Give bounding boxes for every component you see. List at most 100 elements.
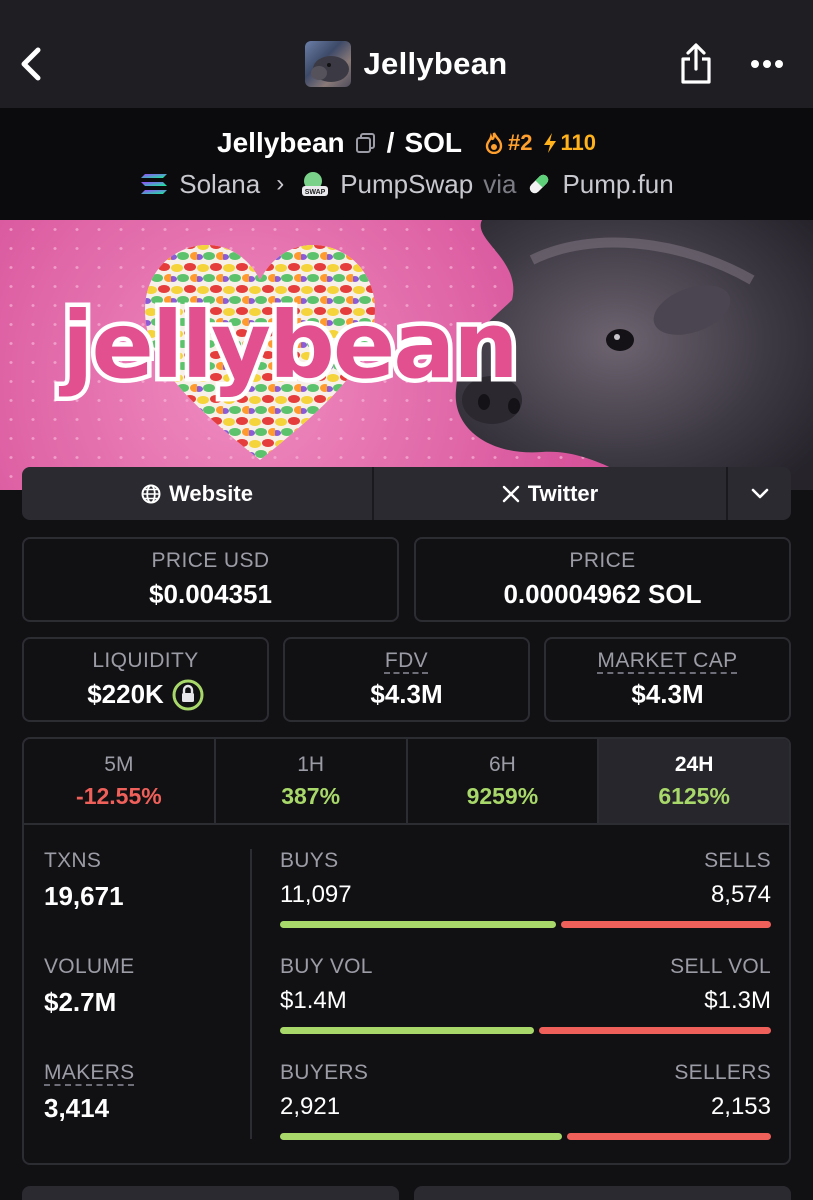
- share-icon: [681, 43, 711, 84]
- website-label: Website: [169, 480, 253, 506]
- change-6h: 9259%: [466, 782, 539, 809]
- fdv-card[interactable]: FDV $4.3M: [283, 637, 530, 722]
- pair-breadcrumb: Solana › SWAP PumpSwap via Pump.fun: [0, 166, 813, 202]
- liquidity-card: LIQUIDITY $220K: [22, 637, 269, 722]
- website-button[interactable]: Website: [22, 467, 374, 520]
- sells-value: 8,574: [710, 881, 771, 908]
- fdv-label: FDV: [384, 649, 429, 672]
- change-24h: 6125%: [658, 782, 730, 809]
- liquidity-value: $220K: [87, 679, 164, 709]
- token-avatar: [305, 41, 352, 87]
- pair-separator: /: [386, 127, 395, 158]
- buys-sells-ratio-bar: [280, 921, 771, 928]
- lock-icon[interactable]: [172, 679, 204, 711]
- boost-badge[interactable]: 110: [542, 130, 596, 156]
- timeframe-tabs: 5M -12.55% 1H 387% 6H 9259% 24H 6125%: [24, 739, 789, 825]
- more-links-button[interactable]: [728, 467, 791, 520]
- buy-vol-bar: [280, 1027, 534, 1034]
- tab-1h[interactable]: 1H 387%: [216, 739, 408, 823]
- solana-icon: [141, 174, 168, 194]
- price-native-label: PRICE: [569, 549, 636, 572]
- via-label: via: [483, 168, 517, 199]
- next-card-right: [414, 1186, 791, 1200]
- txns-stat: TXNS 19,671: [44, 849, 124, 912]
- chevron-left-icon: [21, 47, 41, 81]
- fdv-value: $4.3M: [370, 679, 443, 709]
- volume-stat: VOLUME $2.7M: [44, 955, 135, 1018]
- sellers-value: 2,153: [710, 1093, 771, 1120]
- stats-divider: [250, 849, 252, 1139]
- buyers-sellers-ratio-bar: [280, 1133, 771, 1140]
- top-bar: [0, 0, 813, 108]
- buyers-sellers-stat: BUYERS SELLERS 2,921 2,153: [280, 1061, 771, 1140]
- price-native-card: PRICE 0.00004962 SOL: [414, 537, 791, 622]
- pill-icon: [530, 174, 549, 194]
- buys-value: 11,097: [280, 881, 352, 908]
- chevron-down-icon: [751, 488, 768, 498]
- change-5m: -12.55%: [76, 782, 162, 809]
- market-cap-label: MARKET CAP: [597, 649, 738, 672]
- banner-wordmark: jellybean: [58, 288, 524, 404]
- chain-link[interactable]: Solana: [179, 168, 261, 199]
- price-usd-card: PRICE USD $0.004351: [22, 537, 399, 622]
- sell-vol-label: SELL VOL: [670, 955, 771, 978]
- twitter-label: Twitter: [527, 480, 599, 506]
- tab-6h[interactable]: 6H 9259%: [408, 739, 600, 823]
- makers-stat[interactable]: MAKERS 3,414: [44, 1061, 135, 1124]
- hippo-photo: [455, 220, 813, 490]
- sell-vol-value: $1.3M: [704, 987, 771, 1014]
- token-header: Jellybean: [0, 40, 813, 88]
- more-options-button[interactable]: [744, 44, 790, 84]
- quote-token-name: SOL: [404, 127, 462, 158]
- sellers-label: SELLERS: [674, 1061, 771, 1084]
- base-token-name: Jellybean: [217, 127, 345, 158]
- stats-panel: 5M -12.55% 1H 387% 6H 9259% 24H 6125% TX…: [22, 737, 791, 1165]
- twitter-button[interactable]: Twitter: [374, 467, 728, 520]
- tab-5m[interactable]: 5M -12.55%: [24, 739, 216, 823]
- share-button[interactable]: [676, 40, 716, 88]
- price-native-value: 0.00004962 SOL: [503, 579, 702, 609]
- more-horizontal-icon: [751, 60, 783, 68]
- buyers-value: 2,921: [280, 1093, 341, 1120]
- buyers-label: BUYERS: [280, 1061, 369, 1084]
- copy-icon[interactable]: [355, 132, 377, 154]
- chevron-right-icon: ›: [276, 170, 285, 197]
- tab-24h[interactable]: 24H 6125%: [599, 739, 789, 823]
- buys-sells-stat: BUYS SELLS 11,097 8,574: [280, 849, 771, 928]
- makers-label: MAKERS: [44, 1061, 135, 1084]
- jellybean-heart-graphic: [145, 245, 375, 460]
- buy-vol-value: $1.4M: [280, 987, 347, 1014]
- page-title: Jellybean: [363, 46, 508, 81]
- flame-icon: [485, 132, 503, 154]
- trending-rank-badge[interactable]: #2: [484, 130, 532, 156]
- pumpswap-icon: SWAP: [302, 172, 329, 196]
- social-links-bar: Website Twitter: [22, 467, 791, 520]
- next-card-left: [22, 1186, 399, 1200]
- back-button[interactable]: [18, 40, 58, 88]
- buys-bar: [280, 921, 556, 928]
- sells-label: SELLS: [704, 849, 771, 872]
- change-1h: 387%: [281, 782, 341, 809]
- liquidity-label: LIQUIDITY: [92, 648, 199, 672]
- txns-value: 19,671: [44, 881, 124, 911]
- txns-label: TXNS: [44, 849, 102, 872]
- sell-vol-bar: [539, 1027, 771, 1034]
- dex-link[interactable]: PumpSwap: [340, 168, 474, 199]
- buy-sell-volume-ratio-bar: [280, 1027, 771, 1034]
- boost-count: 110: [560, 130, 596, 155]
- market-cap-card[interactable]: MARKET CAP $4.3M: [544, 637, 791, 722]
- pair-title: Jellybean / SOL #2 110: [0, 124, 813, 162]
- launchpad-link[interactable]: Pump.fun: [562, 168, 674, 199]
- sells-bar: [561, 921, 771, 928]
- x-logo-icon: [502, 485, 519, 502]
- buy-sell-volume-stat: BUY VOL SELL VOL $1.4M $1.3M: [280, 955, 771, 1034]
- globe-icon: [141, 484, 161, 503]
- trending-rank: #2: [508, 130, 533, 155]
- buy-vol-label: BUY VOL: [280, 955, 373, 978]
- price-usd-label: PRICE USD: [151, 549, 270, 572]
- price-usd-value: $0.004351: [149, 579, 272, 609]
- buys-label: BUYS: [280, 849, 339, 872]
- pair-header: [0, 108, 813, 220]
- market-cap-value: $4.3M: [631, 679, 704, 709]
- svg-text:SWAP: SWAP: [305, 189, 326, 196]
